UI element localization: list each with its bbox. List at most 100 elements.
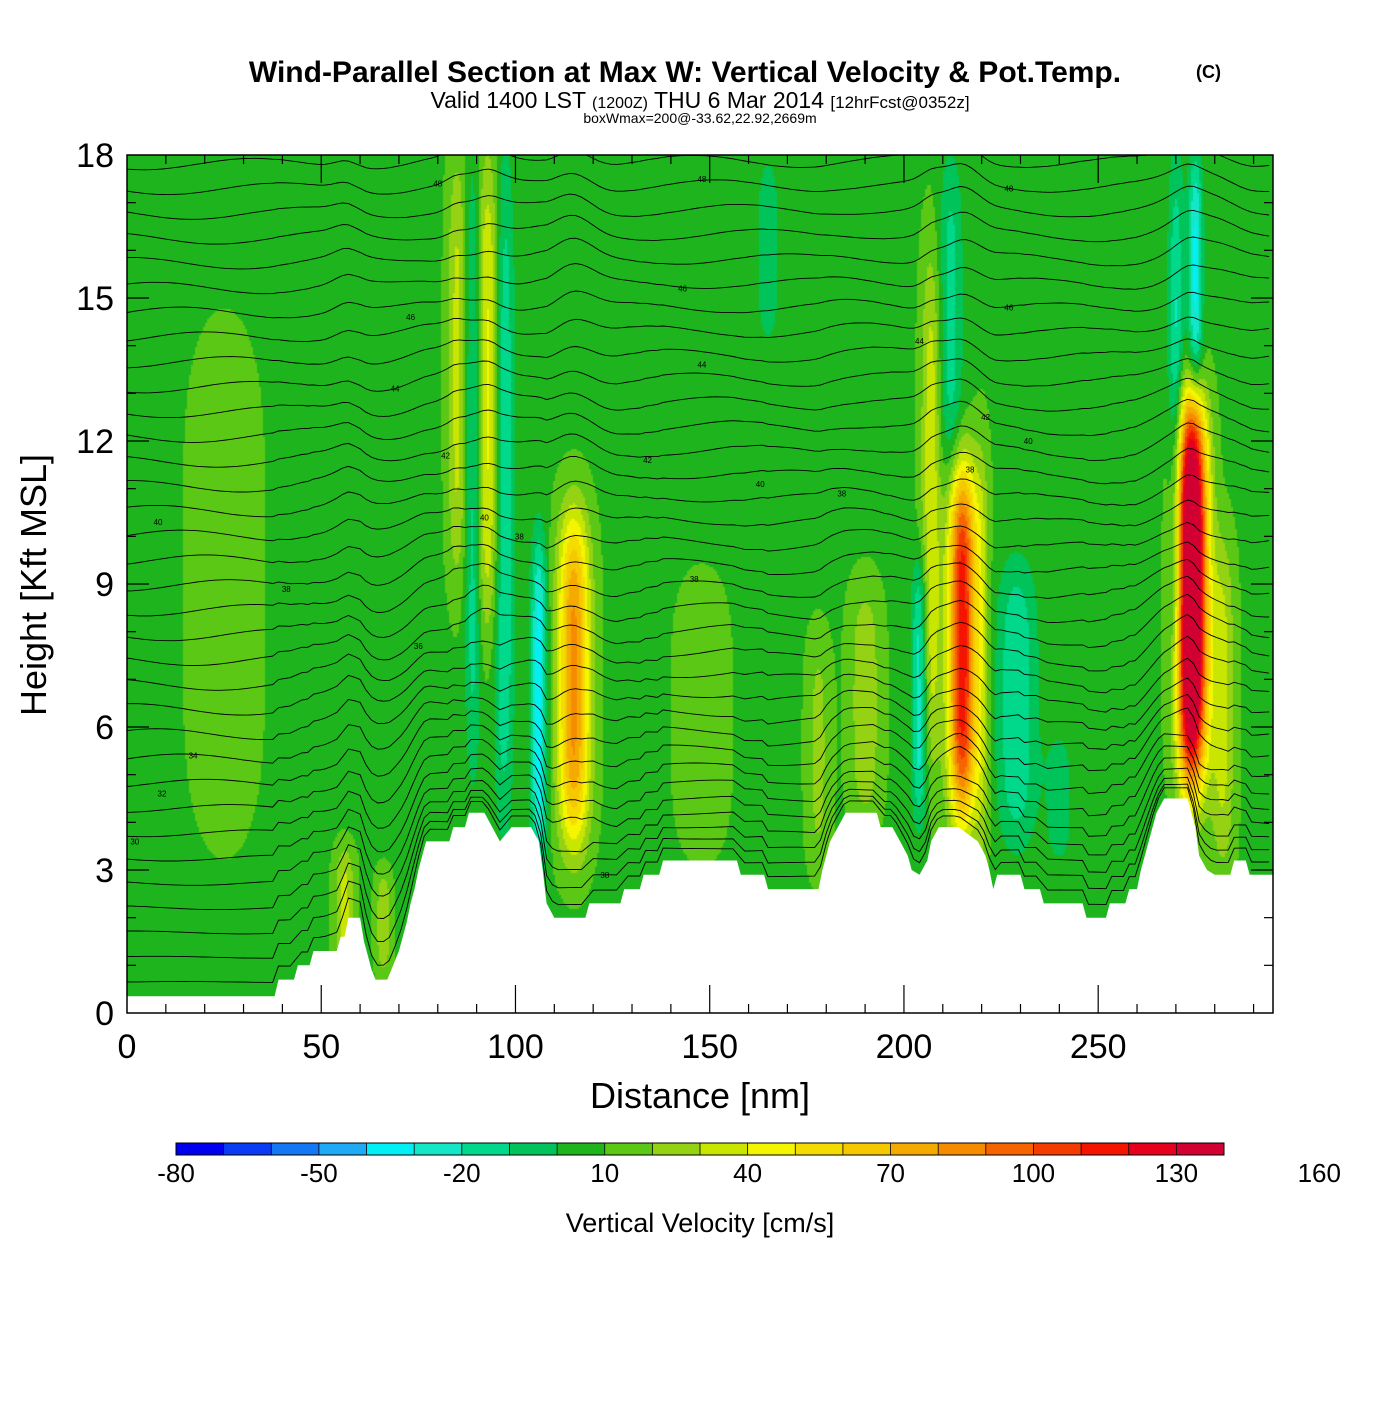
y-tick-label: 6 bbox=[95, 709, 114, 747]
colorbar-tick-label: 100 bbox=[1012, 1158, 1055, 1188]
isentrope-line bbox=[127, 338, 1270, 369]
isentrope-line bbox=[127, 745, 1270, 862]
colorbar-tick-label: -20 bbox=[443, 1158, 481, 1188]
colorbar-tick-label: 40 bbox=[733, 1158, 762, 1188]
isentrope-label: 38 bbox=[837, 489, 846, 498]
isentrope-label: 48 bbox=[433, 180, 442, 189]
isentrope-label: 34 bbox=[189, 752, 198, 761]
isentrope-label: 32 bbox=[158, 790, 167, 799]
isentrope-line bbox=[127, 422, 1270, 468]
isentrope-line bbox=[127, 209, 1270, 245]
y-tick-label: 12 bbox=[76, 423, 114, 461]
isentrope-label: 38 bbox=[282, 585, 291, 594]
isentrope-line bbox=[127, 783, 1270, 959]
isentrope-line bbox=[127, 787, 1270, 983]
colorbar-swatch bbox=[176, 1143, 225, 1155]
chart-title: Wind-Parallel Section at Max W: Vertical… bbox=[249, 56, 1121, 89]
colorbar-tick-label: 160 bbox=[1298, 1158, 1341, 1188]
subtitle-utc: (1200Z) bbox=[592, 95, 648, 112]
isentrope-line bbox=[127, 635, 1270, 716]
isentrope-line bbox=[127, 732, 1270, 838]
isentrope-line bbox=[127, 499, 1270, 542]
colorbar-swatch bbox=[1081, 1143, 1130, 1155]
isentrope-line bbox=[127, 593, 1270, 666]
y-axis-label: Height [Kft MSL] bbox=[13, 454, 54, 716]
colorbar-swatch bbox=[461, 1143, 510, 1155]
isentrope-labels: 30 32 34 36 38 40 42 44 46 48 40 38 42 46 48 44 40 38 38 38… bbox=[130, 175, 1033, 880]
colorbar-swatch bbox=[318, 1143, 368, 1155]
isentrope-label: 48 bbox=[697, 175, 706, 184]
isentrope-line bbox=[127, 575, 1270, 642]
colorbar bbox=[175, 1142, 1225, 1156]
isentrope-line bbox=[127, 614, 1270, 691]
isentrope-line bbox=[127, 522, 1270, 565]
y-tick-label: 3 bbox=[95, 852, 114, 890]
isentrope-line bbox=[127, 290, 1270, 319]
isentrope-label: 36 bbox=[414, 642, 423, 651]
x-tick-label: 50 bbox=[302, 1028, 340, 1066]
colorbar-swatch bbox=[366, 1143, 415, 1155]
isentrope-label: 46 bbox=[678, 284, 687, 293]
colorbar-swatch bbox=[985, 1143, 1034, 1155]
colorbar-title: Vertical Velocity [cm/s] bbox=[566, 1208, 835, 1238]
isentrope-line bbox=[127, 767, 1270, 911]
isentrope-label: 44 bbox=[391, 385, 400, 394]
y-tick-label: 9 bbox=[95, 566, 114, 604]
isentrope-label: 40 bbox=[1024, 437, 1033, 446]
y-tick-label: 18 bbox=[76, 137, 114, 175]
isentrope-label: 30 bbox=[130, 837, 139, 846]
isentrope-line bbox=[127, 163, 1270, 196]
isentrope-label: 46 bbox=[1004, 304, 1013, 313]
isentrope-line bbox=[127, 693, 1270, 787]
chart-subtitle: Valid 1400 LST (1200Z) THU 6 Mar 2014 [1… bbox=[430, 87, 969, 113]
colorbar-swatch bbox=[1176, 1143, 1225, 1155]
x-tick-label: 0 bbox=[118, 1028, 137, 1066]
isentrope-label: 44 bbox=[915, 337, 924, 346]
isentrope-label: 38 bbox=[600, 871, 609, 880]
colorbar-swatch bbox=[1033, 1143, 1082, 1155]
isentrope-label: 38 bbox=[690, 575, 699, 584]
x-axis-label: Distance [nm] bbox=[590, 1075, 810, 1116]
colorbar-tick-label: 130 bbox=[1155, 1158, 1198, 1188]
isentrope-lines bbox=[127, 155, 1270, 983]
isentrope-label: 38 bbox=[515, 532, 524, 541]
y-tick-label: 15 bbox=[76, 280, 114, 318]
colorbar-swatch bbox=[842, 1143, 892, 1155]
colorbar-swatch bbox=[652, 1143, 701, 1155]
colorbar-swatch bbox=[223, 1143, 272, 1155]
isentrope-line bbox=[127, 541, 1270, 592]
isentrope-line bbox=[127, 474, 1270, 518]
isentrope-label: 44 bbox=[697, 361, 706, 370]
isentrope-line bbox=[127, 263, 1270, 295]
isentrope-line bbox=[127, 358, 1270, 394]
colorbar-swatch bbox=[509, 1143, 558, 1155]
colorbar-frame bbox=[175, 1142, 1225, 1156]
y-tick-label: 0 bbox=[95, 995, 114, 1033]
isentrope-label: 42 bbox=[441, 451, 450, 460]
terrain-mask bbox=[127, 798, 1273, 1013]
isentrope-label: 40 bbox=[480, 513, 489, 522]
colorbar-swatch bbox=[557, 1143, 606, 1155]
colorbar-swatch bbox=[414, 1143, 463, 1155]
colorbar-swatch bbox=[271, 1143, 320, 1155]
isentrope-label: 38 bbox=[966, 466, 975, 475]
isentrope-label: 46 bbox=[406, 313, 415, 322]
colorbar-tick-label: -80 bbox=[157, 1158, 195, 1188]
isentrope-line bbox=[127, 185, 1270, 220]
colorbar-swatch bbox=[604, 1143, 653, 1155]
colorbar-tick-label: 10 bbox=[590, 1158, 619, 1188]
colorbar-swatch bbox=[1128, 1143, 1177, 1155]
isentrope-label: 40 bbox=[756, 480, 765, 489]
subtitle-date: THU 6 Mar 2014 bbox=[654, 87, 824, 113]
isentrope-line bbox=[127, 707, 1270, 813]
copyright-mark: (C) bbox=[1196, 62, 1221, 82]
isentrope-line bbox=[127, 398, 1270, 443]
isentrope-line bbox=[127, 448, 1270, 493]
colorbar-swatch bbox=[700, 1143, 749, 1155]
isentrope-label: 42 bbox=[981, 413, 990, 422]
x-tick-label: 150 bbox=[681, 1028, 738, 1066]
colorbar-tick-label: 70 bbox=[876, 1158, 905, 1188]
isentrope-line bbox=[127, 657, 1270, 741]
